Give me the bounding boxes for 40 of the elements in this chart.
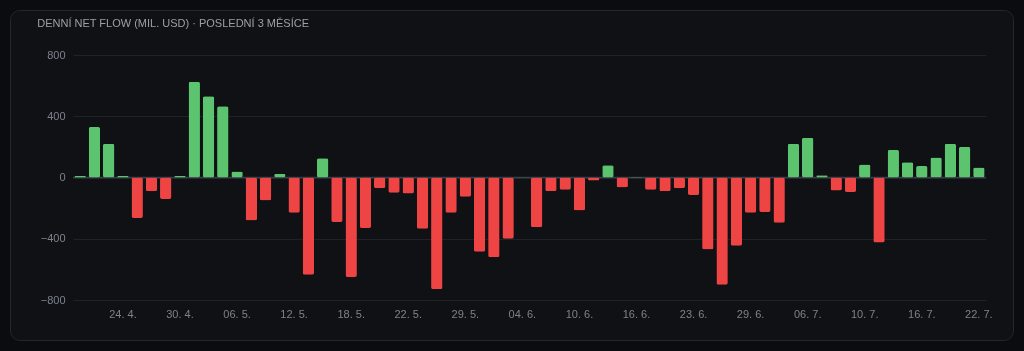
x-tick-label: 23. 6. bbox=[679, 307, 708, 320]
bar bbox=[730, 177, 743, 246]
x-tick-label: 04. 6. bbox=[508, 307, 537, 320]
x-tick-label: 12. 5. bbox=[280, 307, 308, 320]
x-tick-label: 18. 5. bbox=[337, 307, 365, 320]
x-tick-label: 22. 7. bbox=[965, 307, 993, 320]
y-tick-label: −800 bbox=[40, 293, 66, 306]
y-tick-label: 400 bbox=[47, 109, 66, 122]
y-tick-label: −400 bbox=[40, 232, 66, 245]
x-tick-label: 10. 7. bbox=[850, 307, 879, 320]
x-tick-label: 29. 5. bbox=[451, 307, 480, 320]
bar bbox=[744, 177, 757, 213]
y-tick-label: 0 bbox=[59, 171, 66, 183]
bar bbox=[473, 177, 486, 252]
x-tick-label: 06. 5. bbox=[223, 307, 251, 320]
bar bbox=[359, 177, 372, 229]
y-tick-label: 800 bbox=[47, 48, 66, 61]
x-tick-label: 06. 7. bbox=[793, 307, 822, 320]
bar bbox=[202, 96, 215, 178]
bar bbox=[958, 146, 971, 178]
x-tick-label: 22. 5. bbox=[394, 307, 423, 320]
bar bbox=[801, 137, 814, 178]
bar bbox=[687, 177, 700, 196]
x-tick-label: 10. 6. bbox=[565, 307, 594, 320]
bar bbox=[245, 177, 258, 221]
x-tick-label: 16. 7. bbox=[908, 307, 936, 320]
bar bbox=[302, 177, 315, 275]
bar bbox=[259, 177, 272, 201]
bar bbox=[530, 177, 543, 228]
x-tick-label: 30. 4. bbox=[166, 307, 194, 320]
bar bbox=[88, 126, 101, 178]
bar bbox=[787, 143, 800, 178]
chart-title: DENNÍ NET FLOW (MIL. USD) · POSLEDNÍ 3 MĚSÍCE bbox=[37, 17, 309, 29]
bar bbox=[573, 177, 586, 211]
x-tick-label: 29. 6. bbox=[736, 307, 765, 320]
bar bbox=[944, 143, 957, 178]
bar bbox=[102, 143, 115, 178]
bar bbox=[416, 177, 429, 229]
x-tick-label: 16. 6. bbox=[622, 307, 651, 320]
x-tick-label: 24. 4. bbox=[109, 307, 137, 320]
